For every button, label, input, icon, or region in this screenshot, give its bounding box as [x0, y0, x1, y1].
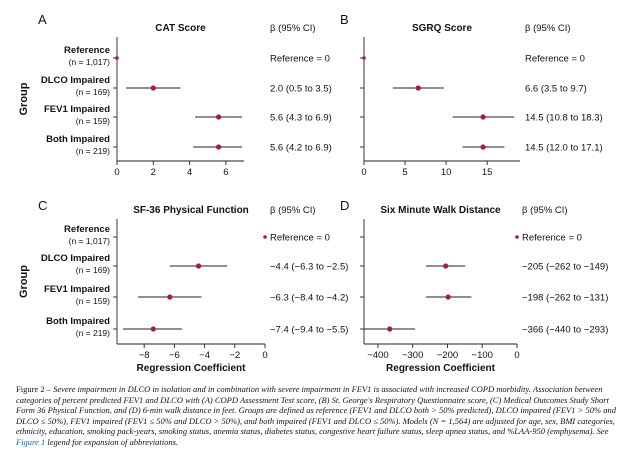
row-label: FEV1 Impaired: [44, 104, 110, 115]
x-tick-label: −400: [367, 350, 388, 361]
point-estimate: [263, 235, 267, 239]
ci-value-label: −6.3 (−8.4 to −4.2): [270, 293, 348, 304]
ci-value-label: −4.4 (−6.3 to −2.5): [270, 262, 348, 273]
row-label-count: (n = 169): [76, 265, 110, 275]
x-tick-label: 4: [187, 167, 192, 178]
figure-caption: Figure 2 – Severe impairment in DLCO in …: [16, 384, 624, 448]
ci-value-label: 2.0 (0.5 to 3.5): [270, 84, 332, 95]
x-tick-label: 6: [223, 167, 228, 178]
x-tick-label: 0: [514, 350, 519, 361]
x-tick-label: 0: [361, 167, 366, 178]
panel-letter: B: [340, 12, 349, 27]
ci-value-label: 14.5 (10.8 to 18.3): [525, 113, 603, 124]
x-axis-label: Regression Coefficient: [386, 363, 496, 374]
ci-value-label: Reference = 0: [270, 233, 330, 244]
x-tick-label: −2: [229, 350, 240, 361]
point-estimate: [362, 56, 366, 60]
row-label-count: (n = 159): [76, 116, 110, 126]
ci-value-label: Reference = 0: [270, 54, 330, 65]
x-tick-label: −4: [199, 350, 210, 361]
row-label-count: (n = 159): [76, 296, 110, 306]
row-label-count: (n = 1,017): [69, 236, 111, 246]
point-estimate: [443, 263, 449, 269]
row-label: DLCO Impaired: [41, 253, 110, 264]
forest-plot-figure: Reference(n = 1,017)DLCO Impaired(n = 16…: [18, 12, 608, 374]
row-label: Both Impaired: [46, 134, 110, 145]
x-tick-label: 0: [114, 167, 119, 178]
ci-value-label: −366 (−440 to −293): [522, 325, 608, 336]
ci-value-label: −205 (−262 to −149): [522, 262, 608, 273]
point-estimate: [216, 144, 222, 150]
x-tick-label: −200: [437, 350, 458, 361]
point-estimate: [150, 326, 156, 332]
ci-value-label: 6.6 (3.5 to 9.7): [525, 84, 587, 95]
caption-lead: Figure 2 –: [16, 384, 54, 394]
panel-letter: A: [38, 12, 47, 27]
x-tick-label: 5: [402, 167, 407, 178]
row-label-count: (n = 219): [76, 328, 110, 338]
x-tick-label: −100: [472, 350, 493, 361]
ci-value-label: 5.6 (4.2 to 6.9): [270, 143, 332, 154]
point-estimate: [387, 326, 393, 332]
x-axis-label: Regression Coefficient: [137, 363, 247, 374]
point-estimate: [195, 263, 202, 269]
group-axis-label: Group: [18, 265, 30, 298]
ci-value-label: 5.6 (4.3 to 6.9): [270, 113, 332, 124]
point-estimate: [115, 56, 119, 60]
ci-column-header: β (95% CI): [525, 23, 571, 34]
ci-value-label: Reference = 0: [525, 54, 585, 65]
point-estimate: [445, 294, 451, 300]
panel-letter: C: [38, 198, 47, 213]
panel-title: CAT Score: [155, 23, 206, 34]
row-label-count: (n = 219): [76, 146, 110, 156]
row-label: Both Impaired: [46, 316, 110, 327]
x-tick-label: 0: [262, 350, 267, 361]
x-tick-label: 10: [441, 167, 452, 178]
ci-value-label: −7.4 (−9.4 to −5.5): [270, 325, 348, 336]
point-estimate: [480, 114, 486, 120]
caption-tail: legend for expansion of abbreviations.: [45, 436, 179, 447]
panel-title: SF-36 Physical Function: [133, 205, 249, 216]
panel-title: SGRQ Score: [412, 23, 472, 34]
point-estimate: [216, 114, 222, 120]
row-label-count: (n = 169): [76, 87, 110, 97]
caption-figure-link[interactable]: Figure 1: [16, 436, 46, 447]
panel-letter: D: [340, 198, 349, 213]
point-estimate: [150, 85, 156, 91]
point-estimate: [480, 144, 486, 150]
point-estimate: [515, 235, 519, 239]
ci-value-label: 14.5 (12.0 to 17.1): [525, 143, 603, 154]
point-estimate: [415, 85, 421, 91]
group-axis-label: Group: [18, 82, 30, 115]
row-label: Reference: [64, 224, 110, 235]
x-tick-label: 2: [151, 167, 156, 178]
ci-column-header: β (95% CI): [270, 205, 316, 216]
row-label: Reference: [64, 45, 110, 56]
row-label: FEV1 Impaired: [44, 284, 110, 295]
ci-column-header: β (95% CI): [522, 205, 568, 216]
point-estimate: [167, 294, 173, 300]
caption-body: Severe impairment in DLCO in isolation a…: [16, 384, 616, 437]
ci-value-label: −198 (−262 to −131): [522, 293, 608, 304]
row-label-count: (n = 1,017): [69, 57, 111, 67]
ci-value-label: Reference = 0: [522, 233, 582, 244]
x-tick-label: −6: [169, 350, 180, 361]
x-tick-label: −8: [139, 350, 150, 361]
panel-title: Six Minute Walk Distance: [380, 205, 501, 216]
row-label: DLCO Impaired: [41, 75, 110, 86]
x-tick-label: 15: [482, 167, 493, 178]
x-tick-label: −300: [402, 350, 423, 361]
ci-column-header: β (95% CI): [270, 23, 316, 34]
